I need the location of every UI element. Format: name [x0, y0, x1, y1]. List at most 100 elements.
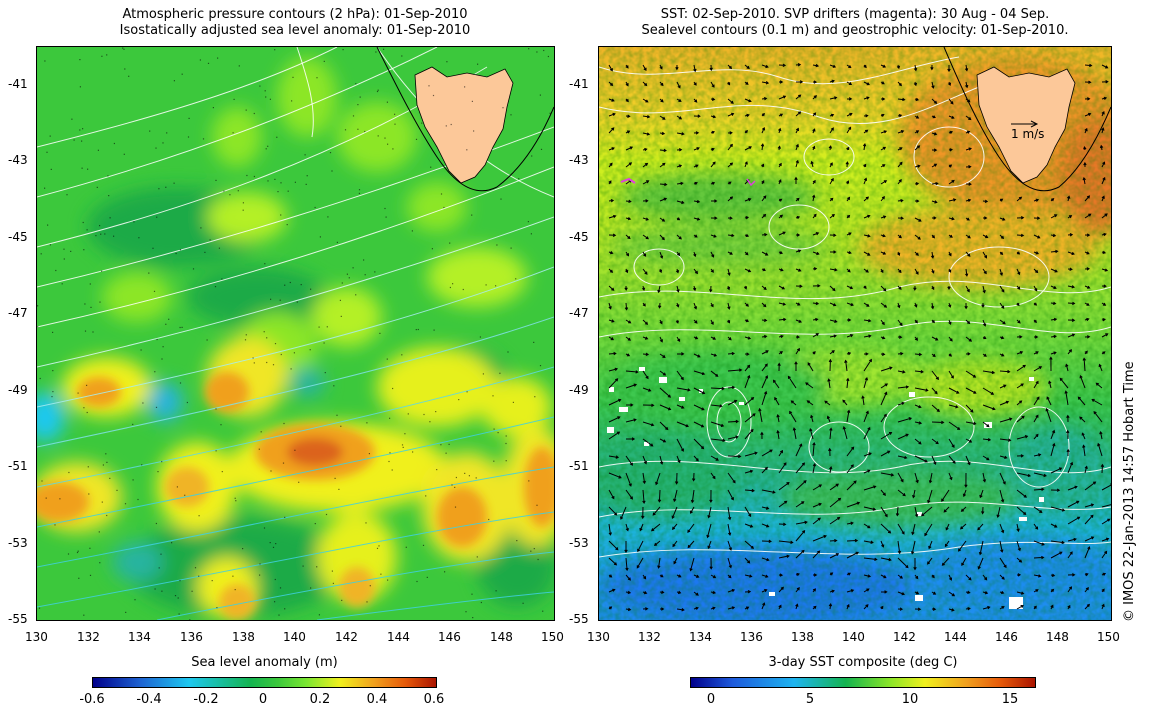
data-point — [310, 587, 312, 589]
velocity-arrow — [897, 319, 903, 327]
velocity-arrow — [999, 302, 1005, 309]
velocity-arrow — [761, 285, 767, 291]
velocity-arrow — [999, 384, 1007, 389]
velocity-arrow — [1033, 302, 1038, 306]
colorbar-tick: -0.2 — [193, 692, 219, 707]
velocity-arrow — [943, 506, 950, 513]
velocity-arrow — [1084, 573, 1089, 577]
velocity-arrow — [625, 162, 633, 168]
velocity-arrow — [710, 216, 718, 220]
x-tick: 142 — [893, 630, 916, 644]
velocity-arrow — [778, 554, 790, 559]
velocity-arrow — [727, 523, 732, 536]
velocity-arrow — [863, 588, 870, 593]
velocity-arrow — [710, 455, 719, 461]
velocity-arrow — [727, 588, 736, 593]
velocity-arrow — [914, 234, 921, 240]
data-point — [510, 114, 512, 116]
y-tick: -47 — [569, 306, 589, 320]
right-colorbar-title: 3-day SST composite (deg C) — [768, 655, 958, 670]
velocity-arrow — [829, 162, 833, 168]
velocity-arrow — [965, 198, 972, 203]
velocity-arrow — [642, 370, 649, 380]
velocity-arrow — [795, 587, 800, 593]
data-point — [66, 194, 68, 196]
velocity-arrow — [964, 472, 968, 488]
velocity-arrow — [982, 336, 987, 340]
velocity-arrow — [1067, 233, 1074, 237]
velocity-arrow — [880, 180, 888, 185]
velocity-arrow — [687, 523, 695, 533]
velocity-arrow — [812, 550, 821, 559]
data-point — [391, 469, 393, 471]
velocity-arrow — [1101, 603, 1105, 610]
x-tick: 142 — [335, 630, 358, 644]
velocity-arrow — [846, 232, 852, 236]
data-point — [369, 585, 371, 587]
data-point — [539, 365, 542, 367]
velocity-arrow — [676, 455, 681, 464]
data-point — [44, 60, 46, 62]
velocity-arrow — [659, 217, 666, 222]
data-point — [415, 329, 417, 331]
velocity-arrow — [792, 427, 797, 440]
velocity-arrow — [812, 145, 816, 151]
velocity-arrow — [1081, 432, 1086, 440]
velocity-arrow — [1059, 377, 1069, 389]
velocity-arrow — [1016, 435, 1029, 440]
data-point — [274, 578, 276, 581]
data-point — [204, 251, 206, 253]
sea-level-anomaly-map[interactable] — [36, 46, 555, 621]
velocity-arrow — [914, 97, 919, 102]
velocity-arrow — [1079, 416, 1086, 423]
y-tick: -49 — [8, 383, 28, 397]
velocity-arrow — [827, 378, 831, 389]
velocity-arrow — [931, 404, 940, 413]
velocity-arrow — [1016, 302, 1020, 307]
data-point — [99, 225, 101, 227]
velocity-arrow — [693, 302, 698, 310]
data-point — [507, 351, 509, 353]
left-colorbar — [92, 677, 437, 688]
data-point — [515, 278, 517, 280]
sst-map[interactable]: 1 m/s — [598, 46, 1112, 621]
data-point — [539, 94, 541, 96]
velocity-arrow — [744, 161, 748, 168]
data-point — [433, 329, 435, 331]
velocity-arrow — [982, 319, 987, 327]
velocity-arrow — [761, 557, 770, 562]
velocity-arrow — [693, 199, 701, 204]
data-point — [466, 149, 468, 151]
data-point — [237, 190, 239, 192]
velocity-arrow — [777, 362, 781, 372]
velocity-arrow — [880, 472, 895, 477]
data-point — [157, 471, 159, 473]
velocity-arrow — [829, 177, 834, 185]
colorbar-tick: 0 — [258, 692, 268, 707]
velocity-arrow — [675, 319, 679, 324]
velocity-arrow — [727, 81, 731, 86]
velocity-arrow — [727, 181, 732, 185]
data-point — [392, 148, 394, 150]
data-point — [86, 229, 88, 231]
velocity-arrow — [846, 250, 852, 255]
velocity-arrow — [829, 572, 834, 576]
velocity-arrow — [625, 64, 629, 69]
data-point — [284, 284, 286, 286]
x-tick: 148 — [490, 630, 513, 644]
velocity-arrow — [641, 285, 646, 292]
velocity-arrow — [727, 64, 733, 70]
velocity-arrow — [931, 115, 936, 119]
data-point — [378, 545, 380, 547]
velocity-arrow — [999, 251, 1004, 255]
velocity-arrow — [693, 147, 700, 151]
velocity-arrow — [880, 523, 892, 534]
data-point — [543, 49, 545, 52]
data-point — [232, 575, 234, 577]
velocity-arrow — [863, 129, 869, 134]
velocity-arrow — [863, 268, 869, 273]
velocity-arrow — [1050, 317, 1058, 322]
velocity-arrow — [676, 181, 684, 186]
data-point — [107, 175, 109, 177]
velocity-arrow — [965, 590, 971, 594]
